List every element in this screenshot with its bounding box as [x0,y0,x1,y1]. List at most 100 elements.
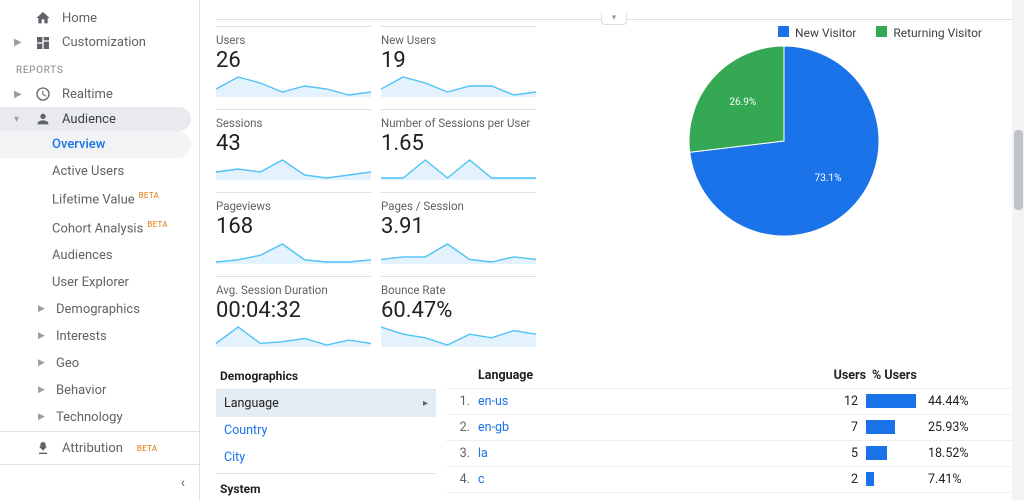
reports-header: REPORTS [0,55,199,82]
language-table: Language Users % Users 1.en-us1244.44%2.… [446,363,1012,500]
metric-card-new-users[interactable]: New Users 19 [381,26,536,97]
sidebar-group-technology[interactable]: ▶Technology [0,404,199,431]
chevron-down-icon: ▾ [14,114,24,125]
metric-card-sessions-per-user[interactable]: Number of Sessions per User1.65 [381,109,536,180]
system-header: System [216,473,436,500]
metric-label: Pageviews [216,199,371,213]
clock-icon [34,85,52,103]
table-row[interactable]: 4.c27.41% [446,467,1012,493]
nav-home[interactable]: Home [0,6,199,31]
metric-card-pageviews[interactable]: Pageviews 168 [216,192,371,263]
row-index: 1. [452,394,478,409]
nav-attribution[interactable]: Attribution BETA [0,432,199,464]
metric-value: 60.47% [381,299,536,323]
nav-realtime-label: Realtime [62,87,113,102]
row-language[interactable]: c [478,472,806,487]
row-language[interactable]: en-us [478,394,806,409]
sidebar-item-overview[interactable]: Overview [0,131,191,158]
sidebar-group-behavior[interactable]: ▶Behavior [0,377,199,404]
table-header: Language Users % Users [446,363,1012,389]
metric-card-sessions[interactable]: Sessions 43 [216,109,371,180]
sidebar: Home ▶ Customization REPORTS ▶ Realtime … [0,0,200,500]
row-language[interactable]: en-gb [478,420,806,435]
caret-right-icon: ▶ [38,331,48,341]
row-language[interactable]: la [478,446,806,461]
chevron-right-icon: ▶ [14,37,24,48]
metric-card-pages-per-session[interactable]: Pages / Session3.91 [381,192,536,263]
col-users: Users [806,368,866,383]
main-content: ▾ Users26 New Users 19 Sessions 43 Number of … [200,0,1024,500]
nav-customization[interactable]: ▶ Customization [0,31,199,56]
metric-value: 19 [381,49,536,73]
nav-home-label: Home [62,11,97,26]
row-users: 2 [806,472,866,487]
nav-audience[interactable]: ▾ Audience [0,107,191,132]
metric-value: 1.65 [381,132,536,156]
expand-chart-button[interactable]: ▾ [601,13,627,25]
caret-right-icon: ▶ [38,304,48,314]
legend-item: Returning Visitor [876,26,982,40]
pie-legend: New Visitor Returning Visitor [778,26,982,40]
dimensions-header: Demographics [216,363,436,390]
sidebar-group-interests[interactable]: ▶Interests [0,323,199,350]
metric-card-avg-session-duration[interactable]: Avg. Session Duration 00:04:32 [216,276,371,347]
attribution-icon [34,439,52,457]
pie-slice-label: 26.9% [729,97,756,108]
table-row[interactable]: 3.la518.52% [446,441,1012,467]
row-pct: 7.41% [866,472,1006,487]
row-pct: 25.93% [866,420,1006,435]
row-index: 3. [452,446,478,461]
col-language: Language [452,368,806,383]
sidebar-item-cohort-analysis[interactable]: Cohort AnalysisBETA [0,214,199,242]
metric-label: Avg. Session Duration [216,283,371,297]
dimension-country[interactable]: Country [216,417,436,444]
metric-label: Pages / Session [381,199,536,213]
nav-attribution-label: Attribution [62,441,123,456]
customization-icon [34,34,52,52]
caret-right-icon: ▶ [38,412,48,422]
metrics-cards: Users26 New Users 19 Sessions 43 Number of Se… [216,26,536,347]
scrollbar-thumb[interactable] [1014,130,1023,210]
pie-slice-label: 73.1% [815,173,842,184]
collapse-sidebar-button[interactable]: ‹ [181,475,185,491]
sidebar-group-demographics[interactable]: ▶Demographics [0,296,199,323]
table-row[interactable]: 1.en-us1244.44% [446,389,1012,415]
metric-label: New Users [381,33,536,47]
metric-card-bounce-rate[interactable]: Bounce Rate 60.47% [381,276,536,347]
beta-badge: BETA [147,220,168,229]
caret-right-icon: ▶ [38,358,48,368]
beta-badge: BETA [137,444,158,453]
nav-audience-label: Audience [62,112,116,127]
person-icon [34,110,52,128]
beta-badge: BETA [139,191,160,200]
sidebar-item-active-users[interactable]: Active Users [0,158,199,185]
col-pct-users: % Users [866,368,1006,383]
dimension-language[interactable]: Language▸ [216,390,436,417]
row-users: 5 [806,446,866,461]
sidebar-item-audiences[interactable]: Audiences [0,242,199,269]
dimension-city[interactable]: City [216,444,436,471]
metric-card-users[interactable]: Users26 [216,26,371,97]
dimensions-panel: Demographics Language▸CountryCity System [216,363,436,500]
scrollbar[interactable] [1012,0,1024,500]
chevron-right-icon: ▶ [14,89,24,100]
nav-realtime[interactable]: ▶ Realtime [0,82,199,107]
visitor-pie-chart: 73.1% 26.9% [689,46,879,236]
metric-value: 43 [216,132,371,156]
legend-item: New Visitor [778,26,856,40]
row-index: 2. [452,420,478,435]
row-pct: 44.44% [866,394,1006,409]
caret-right-icon: ▸ [423,398,428,409]
sidebar-item-lifetime-value[interactable]: Lifetime ValueBETA [0,185,199,213]
metric-value: 168 [216,215,371,239]
metric-value: 00:04:32 [216,299,371,323]
sidebar-item-user-explorer[interactable]: User Explorer [0,269,199,296]
metric-label: Sessions [216,116,371,130]
visitor-pie-section: New Visitor Returning Visitor 73.1% 26.9% [556,26,1012,347]
metric-label: Bounce Rate [381,283,536,297]
sidebar-group-geo[interactable]: ▶Geo [0,350,199,377]
nav-customization-label: Customization [62,35,146,50]
caret-right-icon: ▶ [38,385,48,395]
row-users: 7 [806,420,866,435]
table-row[interactable]: 2.en-gb725.93% [446,415,1012,441]
